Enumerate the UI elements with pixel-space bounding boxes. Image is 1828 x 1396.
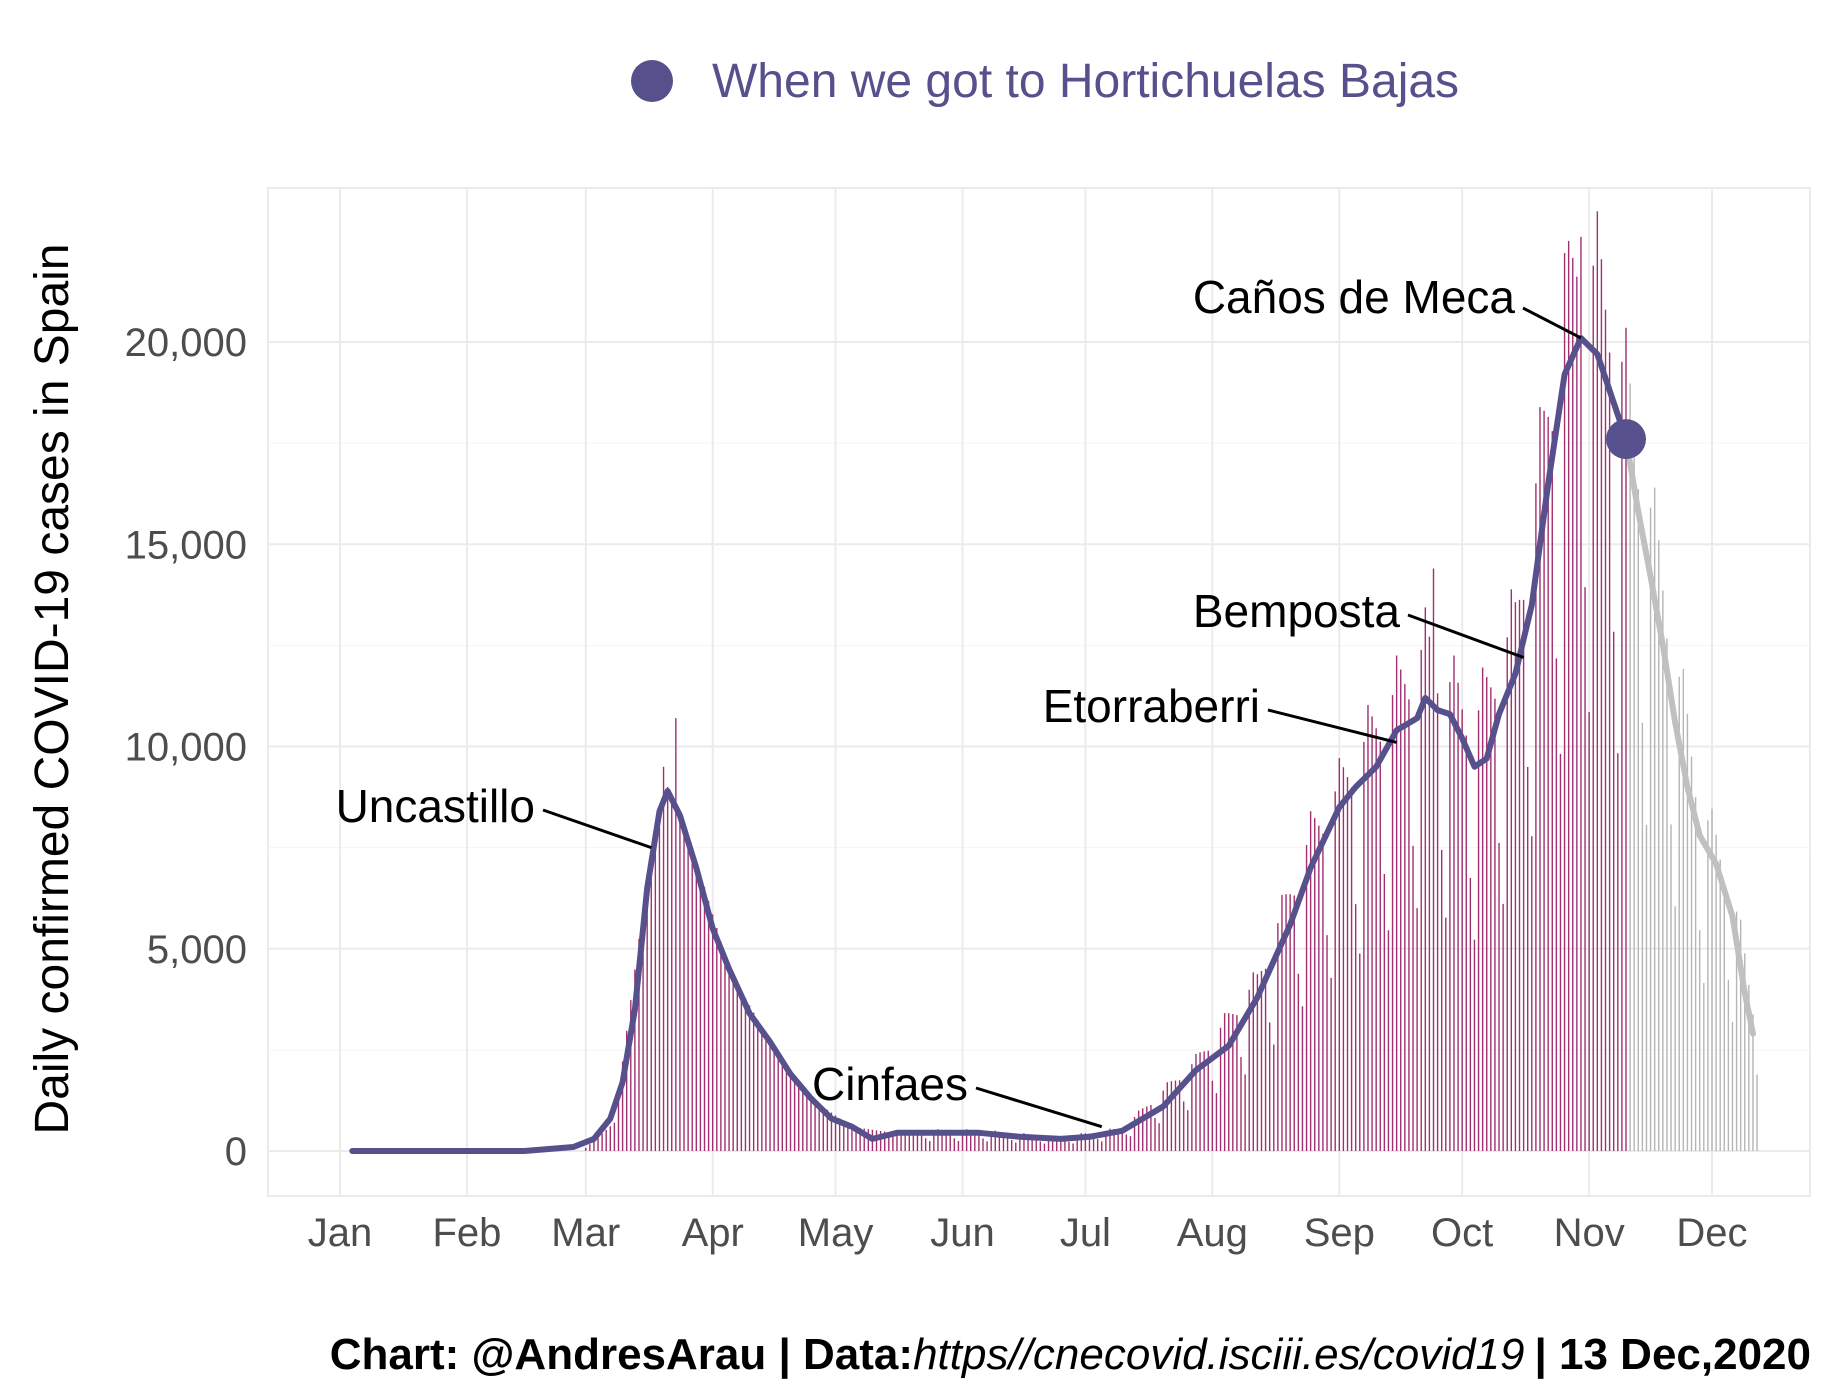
y-tick-label: 15,000 [125, 523, 247, 567]
x-tick-label: Apr [682, 1211, 744, 1255]
x-tick-label: Mar [551, 1211, 620, 1255]
x-tick-label: Aug [1177, 1211, 1248, 1255]
caption: Chart: @AndresArau | Data:https//cnecovi… [330, 1330, 1811, 1380]
caption-url: https//cnecovid.isciii.es/covid19 [913, 1330, 1524, 1379]
x-tick-label: Oct [1431, 1211, 1493, 1255]
annotation-label: Cinfaes [812, 1058, 968, 1110]
average-line-reached [349, 335, 1629, 1154]
y-tick-label: 10,000 [125, 726, 247, 770]
daily-bars [585, 211, 1758, 1151]
x-tick-label: Jan [308, 1211, 373, 1255]
annotation-leader [1407, 613, 1525, 659]
annotation-leader [975, 1086, 1103, 1129]
annotation-label: Bemposta [1193, 585, 1401, 637]
y-tick-labels: 0 5,000 10,000 15,000 20,000 [125, 321, 247, 1174]
y-axis-title: Daily confirmed COVID-19 cases in Spain [26, 243, 79, 1134]
legend: When we got to Hortichuelas Bajas [631, 55, 1459, 108]
x-tick-label: Sep [1304, 1211, 1375, 1255]
x-tick-labels: Jan Feb Mar Apr May Jun Jul Aug Sep Oct Nov Dec [308, 1211, 1748, 1255]
legend-label: When we got to Hortichuelas Bajas [712, 55, 1459, 108]
annotation-label: Uncastillo [336, 780, 535, 832]
caption-source: Chart: @AndresArau | Data: [330, 1330, 913, 1380]
x-tick-label: Feb [432, 1211, 501, 1255]
annotation-label: Caños de Meca [1193, 271, 1516, 323]
annotation-leader [542, 808, 652, 850]
y-tick-label: 20,000 [125, 321, 247, 365]
annotation-label: Etorraberri [1043, 680, 1260, 732]
grid [267, 187, 1811, 1197]
average-line-after [1623, 436, 1756, 1037]
legend-marker [631, 60, 673, 102]
annotation-leader [1267, 708, 1398, 744]
plot-border [267, 187, 1811, 1197]
x-tick-label: Jul [1060, 1211, 1111, 1255]
caption-date: | 13 Dec,2020 [1534, 1330, 1811, 1380]
x-tick-label: Jun [930, 1211, 995, 1255]
y-tick-label: 0 [225, 1130, 247, 1174]
annotations: Uncastillo Cinfaes Etorraberri Bemposta Caño… [336, 271, 1582, 1129]
y-tick-label: 5,000 [147, 928, 247, 972]
average-lines [349, 335, 1756, 1154]
x-tick-label: Dec [1676, 1211, 1747, 1255]
x-tick-label: Nov [1554, 1211, 1625, 1255]
current-point-marker [1605, 419, 1646, 460]
annotation-leader [1522, 306, 1582, 340]
x-tick-label: May [798, 1211, 874, 1255]
